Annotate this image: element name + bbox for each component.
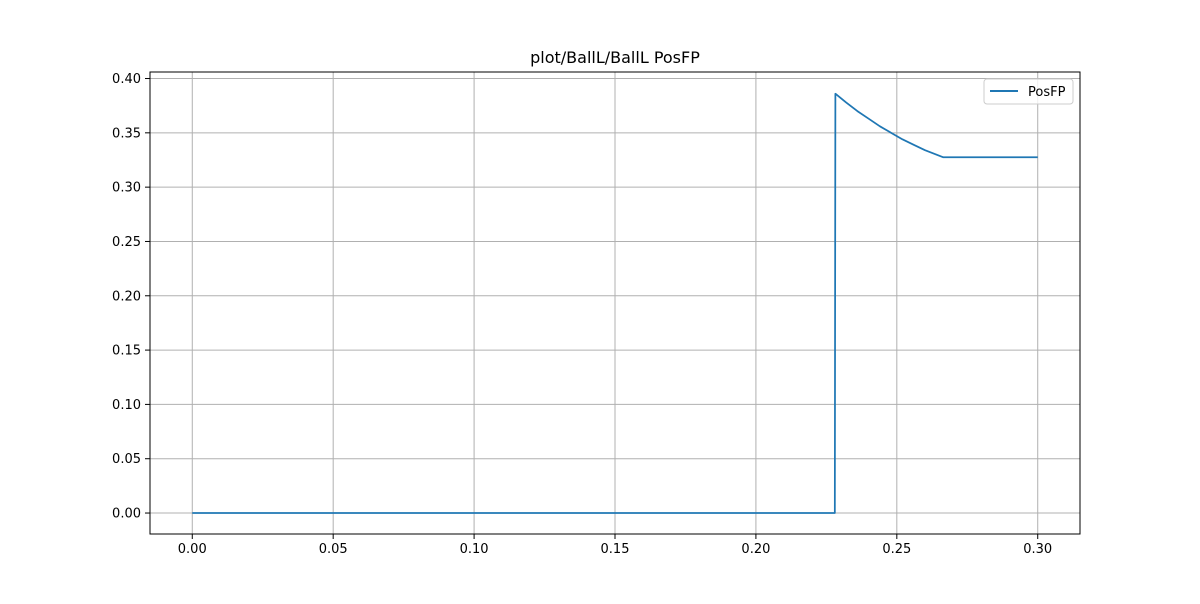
legend: PosFP xyxy=(983,78,1074,105)
series-line-posfp xyxy=(192,92,1038,514)
x-tick-label: 0.20 xyxy=(741,542,770,557)
x-tick-label: 0.10 xyxy=(460,542,489,557)
chart-title: plot/BallL/BallL PosFP xyxy=(530,48,700,67)
x-tick-label: 0.05 xyxy=(319,542,348,557)
y-tick-label: 0.35 xyxy=(112,126,141,141)
y-tick-label: 0.25 xyxy=(112,235,141,250)
x-tick-label: 0.00 xyxy=(178,542,207,557)
legend-label-posfp: PosFP xyxy=(1028,85,1066,100)
y-tick-label: 0.00 xyxy=(112,507,141,522)
y-axis: 0.00 0.05 0.10 0.15 0.20 0.25 0.30 0.35 0.40 xyxy=(112,72,150,522)
series-layer xyxy=(192,92,1038,514)
x-tick-label: 0.30 xyxy=(1023,542,1052,557)
y-tick-label: 0.20 xyxy=(112,289,141,304)
y-tick-label: 0.15 xyxy=(112,344,141,359)
y-tick-label: 0.05 xyxy=(112,452,141,467)
x-axis: 0.00 0.05 0.10 0.15 0.20 0.25 0.30 xyxy=(178,534,1052,557)
legend-box xyxy=(983,78,1074,105)
y-tick-label: 0.40 xyxy=(112,72,141,87)
y-tick-label: 0.30 xyxy=(112,181,141,196)
x-tick-label: 0.25 xyxy=(882,542,911,557)
y-tick-label: 0.10 xyxy=(112,398,141,413)
x-tick-label: 0.15 xyxy=(601,542,630,557)
